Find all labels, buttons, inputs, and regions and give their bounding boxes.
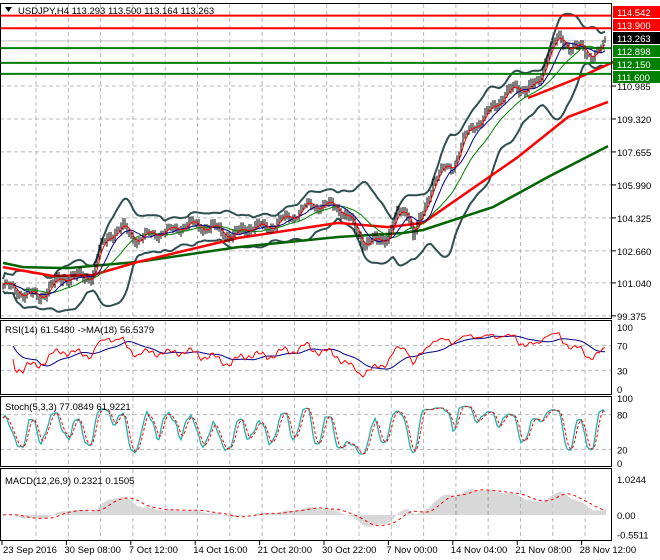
price-level-label: 114.542 xyxy=(617,8,651,19)
price-tick-label: 105.990 xyxy=(617,181,651,192)
rsi-label: RSI(14) 61.5480 ->MA(18) 56.5379 xyxy=(5,325,154,336)
time-tick-label: 30 Sep 08:00 xyxy=(64,545,121,556)
ma-10-line xyxy=(2,42,606,296)
stoch-main-line xyxy=(2,405,606,455)
stoch-tick-label: 0 xyxy=(617,459,622,470)
symbol-info: USDJPY,H4 113.293 113.500 113.164 113.26… xyxy=(18,6,214,17)
rsi-ma-line xyxy=(12,335,606,370)
stochastic-panel[interactable] xyxy=(2,405,606,455)
price-level-label-bg xyxy=(613,71,660,83)
stoch-label: Stoch(5,3,3) 77.0849 61.9221 xyxy=(5,402,131,413)
ma-red-line xyxy=(2,100,609,278)
rsi-panel-frame xyxy=(0,320,612,395)
price-level-label-bg xyxy=(613,6,660,18)
price-level-label-bg xyxy=(613,45,660,57)
time-tick-label: 7 Oct 12:00 xyxy=(129,545,178,556)
rsi-tick-label: 30 xyxy=(617,366,628,377)
price-tick-label: 110.985 xyxy=(617,82,651,93)
ma-green-line xyxy=(2,144,609,270)
price-level-label-bg xyxy=(613,32,660,44)
macd-label: MACD(12,26,9) 0.2321 0.1505 xyxy=(5,476,134,487)
rsi-tick-label: 0 xyxy=(617,385,622,396)
trendline xyxy=(527,58,619,100)
price-level-label: 112.898 xyxy=(617,47,651,58)
price-level-label-bg xyxy=(613,19,660,31)
price-level-label: 113.900 xyxy=(617,21,651,32)
triangle-down-icon[interactable] xyxy=(5,7,12,12)
time-tick-label: 21 Nov 08:00 xyxy=(515,545,572,556)
price-tick-label: 101.040 xyxy=(617,279,651,290)
axes: 110.985 109.320 107.655 105.990 104.325 102.6… xyxy=(0,6,660,556)
stoch-signal-line xyxy=(2,405,606,455)
rsi-panel[interactable] xyxy=(12,332,606,378)
macd-panel[interactable] xyxy=(2,488,606,527)
stoch-panel-frame xyxy=(0,396,612,467)
time-tick-label: 21 Oct 20:00 xyxy=(258,545,312,556)
price-tick-label: 109.320 xyxy=(617,115,651,126)
stoch-tick-label: 100 xyxy=(617,394,633,405)
rsi-tick-label: 100 xyxy=(617,323,633,334)
time-tick-label: 14 Nov 04:00 xyxy=(451,545,508,556)
main-panel-frame xyxy=(0,3,612,319)
ma-21-line xyxy=(2,45,606,294)
time-tick-label: 14 Oct 16:00 xyxy=(193,545,247,556)
price-level-label-bg xyxy=(613,58,660,70)
time-tick-label: 30 Oct 22:00 xyxy=(322,545,376,556)
macd-tick-label: -0.5511 xyxy=(617,530,649,541)
time-tick-label: 7 Nov 00:00 xyxy=(386,545,437,556)
ma-4-line xyxy=(2,37,606,299)
bollinger-upper xyxy=(2,12,606,280)
price-level-label: 112.150 xyxy=(617,60,651,71)
price-tick-label: 107.655 xyxy=(617,148,651,159)
price-level-label: 113.263 xyxy=(617,34,651,45)
price-level-label: 111.600 xyxy=(617,73,650,84)
stoch-tick-label: 80 xyxy=(617,411,628,422)
price-tick-label: 102.660 xyxy=(617,247,651,258)
price-tick-label: 104.325 xyxy=(617,214,651,225)
macd-tick-label: 0.00 xyxy=(617,511,636,522)
price-tick-label: 99.375 xyxy=(617,312,646,323)
main-price-panel[interactable] xyxy=(0,12,619,313)
macd-tick-label: 1.0244 xyxy=(617,475,646,486)
rsi-tick-label: 70 xyxy=(617,342,628,353)
time-tick-label: 28 Nov 12:00 xyxy=(580,545,637,556)
macd-signal-line xyxy=(2,489,606,527)
rsi-line xyxy=(12,332,606,378)
grid xyxy=(0,4,612,540)
time-tick-label: 23 Sep 2016 xyxy=(3,545,57,556)
stoch-tick-label: 20 xyxy=(617,445,628,456)
